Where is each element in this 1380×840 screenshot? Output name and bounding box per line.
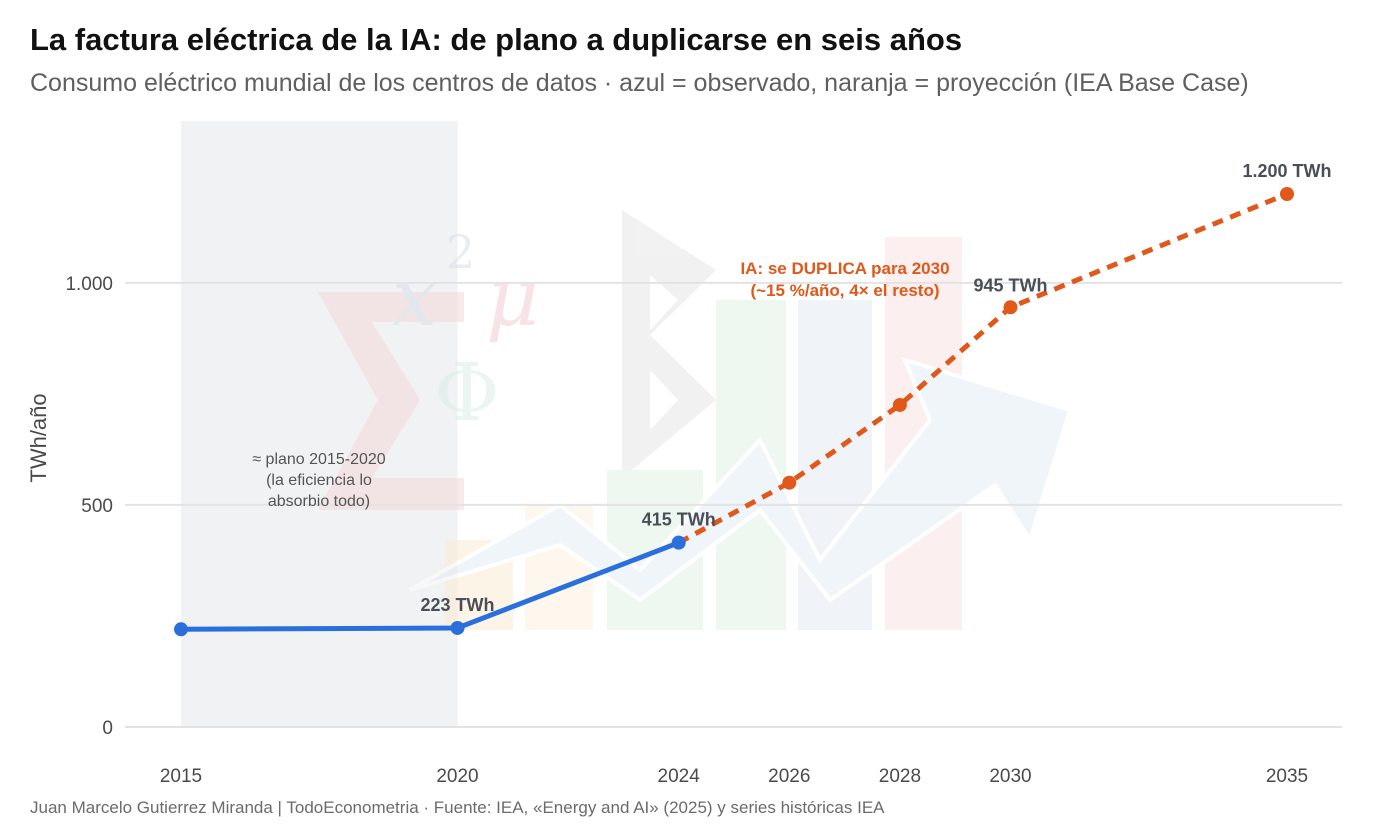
x-tick-label: 2020: [436, 766, 478, 787]
data-label-2035: 1.200 TWh: [1242, 161, 1331, 181]
x-tick-label: 2028: [879, 766, 921, 787]
watermark-x2-icon: x: [392, 251, 437, 344]
annotation-duplica: IA: se DUPLICA para 2030 (~15 %/año, 4× …: [740, 259, 949, 300]
annotation-flat: ≈ plano 2015-2020 (la eficiencia lo abso…: [252, 451, 385, 510]
x-tick-label: 2026: [768, 766, 810, 787]
watermark-exponent-icon: 2: [446, 225, 475, 279]
annotation-flat-line-1: ≈ plano 2015-2020: [252, 451, 385, 468]
x-tick-label: 2024: [658, 766, 701, 787]
y-tick-label: 500: [81, 496, 113, 517]
observed-point-2015: [174, 622, 188, 637]
observed-point-2020: [450, 620, 465, 635]
annotation-flat-line-3: absorbio todo): [268, 493, 370, 510]
y-axis-ticks: 0 500 1.000: [65, 274, 113, 739]
watermark-logo: x 2 μ Φ: [318, 210, 1073, 630]
watermark-mu-icon: μ: [486, 250, 539, 345]
watermark-arrow-icon: [409, 356, 1073, 603]
projection-point-2030: [1003, 300, 1018, 315]
data-label-2030: 945 TWh: [973, 275, 1047, 295]
data-labels: 223 TWh 415 TWh 945 TWh 1.200 TWh: [420, 161, 1331, 615]
watermark-sigma-icon: [318, 292, 464, 510]
flat-period-shade: [181, 121, 458, 727]
y-tick-label: 0: [102, 718, 113, 739]
x-axis-ticks: 2015 2020 2024 2026 2028 2030 2035: [160, 766, 1308, 787]
chart-title: La factura eléctrica de la IA: de plano …: [30, 22, 963, 57]
projection-point-2028: [892, 397, 907, 412]
x-tick-label: 2015: [160, 766, 202, 787]
annotation-duplica-line-2: (~15 %/año, 4× el resto): [751, 281, 940, 300]
chart-subtitle: Consumo eléctrico mundial de los centros…: [30, 69, 1249, 97]
x-tick-label: 2030: [989, 766, 1031, 787]
projection-point-2035: [1280, 187, 1294, 201]
data-label-2024: 415 TWh: [642, 510, 716, 530]
watermark-phi-icon: Φ: [434, 346, 500, 439]
watermark-bluetooth-icon: [622, 210, 716, 478]
gridlines: [125, 281, 1342, 728]
y-tick-label: 1.000: [65, 274, 113, 295]
observed-point-2024: [671, 535, 686, 550]
projection-point-2026: [782, 475, 797, 490]
series-points: [174, 187, 1294, 637]
source-caption: Juan Marcelo Gutierrez Miranda | TodoEco…: [30, 798, 885, 817]
projection-line: [677, 191, 1288, 545]
y-axis-label: TWh/año: [26, 393, 51, 482]
data-label-2020: 223 TWh: [420, 595, 494, 615]
annotation-flat-line-2: (la eficiencia lo: [266, 472, 372, 489]
annotation-duplica-line-1: IA: se DUPLICA para 2030: [740, 259, 949, 278]
x-tick-label: 2035: [1266, 766, 1308, 787]
